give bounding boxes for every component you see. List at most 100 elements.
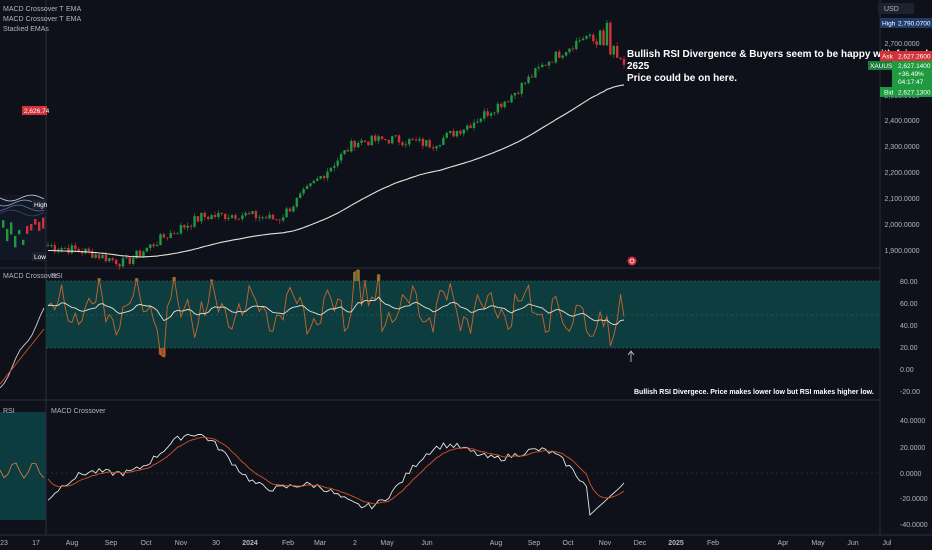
- candle-body: [506, 101, 510, 103]
- candle-body: [581, 38, 585, 41]
- left-inset-candle: [2, 220, 5, 228]
- time-axis-label: Oct: [141, 540, 152, 547]
- symbol-tag: [868, 61, 892, 70]
- candle-body: [353, 140, 356, 148]
- candle-body: [568, 48, 571, 53]
- left-high-badge: [32, 200, 46, 209]
- candle-body: [227, 217, 230, 219]
- candle-body: [251, 211, 254, 214]
- candle-body: [70, 245, 74, 254]
- candle-body: [234, 215, 237, 219]
- candle-body: [551, 61, 554, 63]
- candle-body: [476, 121, 479, 123]
- candle-body: [350, 140, 353, 152]
- left-inset-candle: [14, 235, 17, 248]
- time-axis-label: Feb: [282, 540, 294, 547]
- ask-tag: [880, 51, 932, 61]
- time-axis-label: 23: [0, 540, 8, 547]
- candle-body: [254, 211, 258, 219]
- candle-body: [534, 68, 537, 78]
- candle-body: [598, 30, 602, 45]
- candle-body: [309, 183, 312, 187]
- candle-body: [203, 212, 206, 217]
- candle-body: [571, 48, 575, 50]
- candle-body: [530, 76, 534, 78]
- candle-body: [404, 144, 408, 146]
- ask-tag-label: Ask: [882, 54, 894, 61]
- candle-body: [97, 254, 101, 259]
- candle-body: [513, 92, 517, 96]
- candle-body: [554, 51, 558, 63]
- candle-body: [541, 64, 544, 68]
- macd-line: [47, 433, 625, 516]
- rsi-line: [47, 269, 625, 358]
- high-tag-label: High: [882, 21, 896, 28]
- candle-body: [155, 245, 159, 247]
- candle-body: [80, 251, 84, 254]
- sell-badge[interactable]: [22, 106, 47, 115]
- left-low-badge: [32, 252, 46, 261]
- annotation-main-line-2: 2625: [627, 61, 650, 72]
- candle-body: [520, 82, 523, 94]
- candle-body: [377, 136, 380, 141]
- legend-line-1[interactable]: MACD Crossover T: [3, 6, 64, 13]
- candle-body: [138, 250, 142, 257]
- time-axis-label: Apr: [778, 540, 790, 547]
- candle-body: [186, 225, 189, 228]
- candle-body: [101, 254, 104, 259]
- left-inset-candle: [42, 217, 45, 229]
- candle-body: [149, 244, 152, 248]
- candle-body: [370, 135, 373, 146]
- candle-body: [401, 142, 404, 146]
- legend-line-2[interactable]: MACD Crossover T: [3, 16, 64, 23]
- candle-body: [176, 233, 179, 235]
- candle-body: [94, 254, 97, 258]
- candle-body: [431, 147, 435, 149]
- time-axis-label: Oct: [563, 540, 574, 547]
- time-axis-label: Sep: [105, 540, 118, 547]
- rsi-axis-tick: -20.00: [900, 389, 920, 396]
- candle-body: [244, 213, 247, 216]
- candle-body: [132, 258, 135, 264]
- rsi-axis-tick: 40.00: [900, 323, 918, 330]
- candle-body: [200, 212, 203, 222]
- candle-body: [585, 35, 588, 39]
- candle-body: [275, 219, 278, 220]
- price-axis-tick: 2,000.0000: [884, 222, 919, 229]
- candle-body: [479, 118, 483, 122]
- event-marker-icon[interactable]: [627, 256, 637, 266]
- legend-line-3[interactable]: Stacked EMAs: [3, 26, 49, 33]
- macd-axis-tick: 40.0000: [900, 418, 925, 425]
- candle-body: [183, 225, 186, 228]
- candle-body: [564, 52, 568, 56]
- candle-body: [166, 237, 169, 239]
- candle-body: [493, 112, 496, 114]
- candle-body: [53, 245, 57, 251]
- candle-body: [46, 245, 50, 247]
- candle-body: [217, 212, 220, 217]
- price-axis-tick: 2,400.0000: [884, 118, 919, 125]
- candle-body: [142, 251, 145, 257]
- candle-body: [292, 206, 295, 212]
- currency-button[interactable]: [878, 3, 914, 14]
- candle-body: [615, 46, 619, 58]
- candle-body: [523, 82, 527, 84]
- candle-body: [247, 213, 251, 214]
- time-axis[interactable]: 23 17 Aug Sep Oct Nov 30 2024 Feb Mar 2 May Jun Aug Se…: [0, 540, 892, 547]
- left-inset-rsi-line: [0, 462, 45, 479]
- candle-body: [483, 111, 486, 119]
- left-inset-signal-line: [0, 328, 45, 385]
- candle-body: [411, 139, 414, 140]
- rsi-axis-tick: 0.00: [900, 367, 914, 374]
- candle-body: [595, 41, 598, 45]
- candle-body: [466, 125, 469, 130]
- rsi-overbought-area: [356, 269, 360, 281]
- rsi-band: [46, 281, 880, 348]
- rsi-axis-tick: 20.00: [900, 345, 918, 352]
- left-inset-ema: [0, 209, 45, 217]
- candle-body: [213, 215, 217, 217]
- price-axis-tick: 1,900.0000: [884, 248, 919, 255]
- currency-label: USD: [884, 6, 899, 13]
- candle-body: [373, 135, 377, 141]
